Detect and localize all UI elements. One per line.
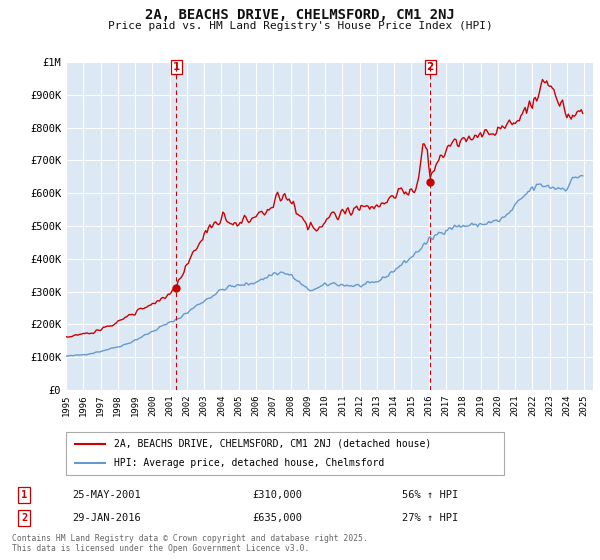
Text: 56% ↑ HPI: 56% ↑ HPI	[402, 490, 458, 500]
Text: £635,000: £635,000	[252, 513, 302, 523]
Text: 1: 1	[21, 490, 27, 500]
Text: 2: 2	[21, 513, 27, 523]
Text: Contains HM Land Registry data © Crown copyright and database right 2025.
This d: Contains HM Land Registry data © Crown c…	[12, 534, 368, 553]
Text: 2A, BEACHS DRIVE, CHELMSFORD, CM1 2NJ (detached house): 2A, BEACHS DRIVE, CHELMSFORD, CM1 2NJ (d…	[114, 438, 431, 449]
Text: 2: 2	[427, 62, 434, 72]
Text: 1: 1	[173, 62, 180, 72]
Text: 2A, BEACHS DRIVE, CHELMSFORD, CM1 2NJ: 2A, BEACHS DRIVE, CHELMSFORD, CM1 2NJ	[145, 8, 455, 22]
Text: 29-JAN-2016: 29-JAN-2016	[72, 513, 141, 523]
Text: 25-MAY-2001: 25-MAY-2001	[72, 490, 141, 500]
Text: Price paid vs. HM Land Registry's House Price Index (HPI): Price paid vs. HM Land Registry's House …	[107, 21, 493, 31]
Text: 27% ↑ HPI: 27% ↑ HPI	[402, 513, 458, 523]
FancyBboxPatch shape	[66, 432, 504, 475]
Text: HPI: Average price, detached house, Chelmsford: HPI: Average price, detached house, Chel…	[114, 459, 385, 468]
Text: £310,000: £310,000	[252, 490, 302, 500]
